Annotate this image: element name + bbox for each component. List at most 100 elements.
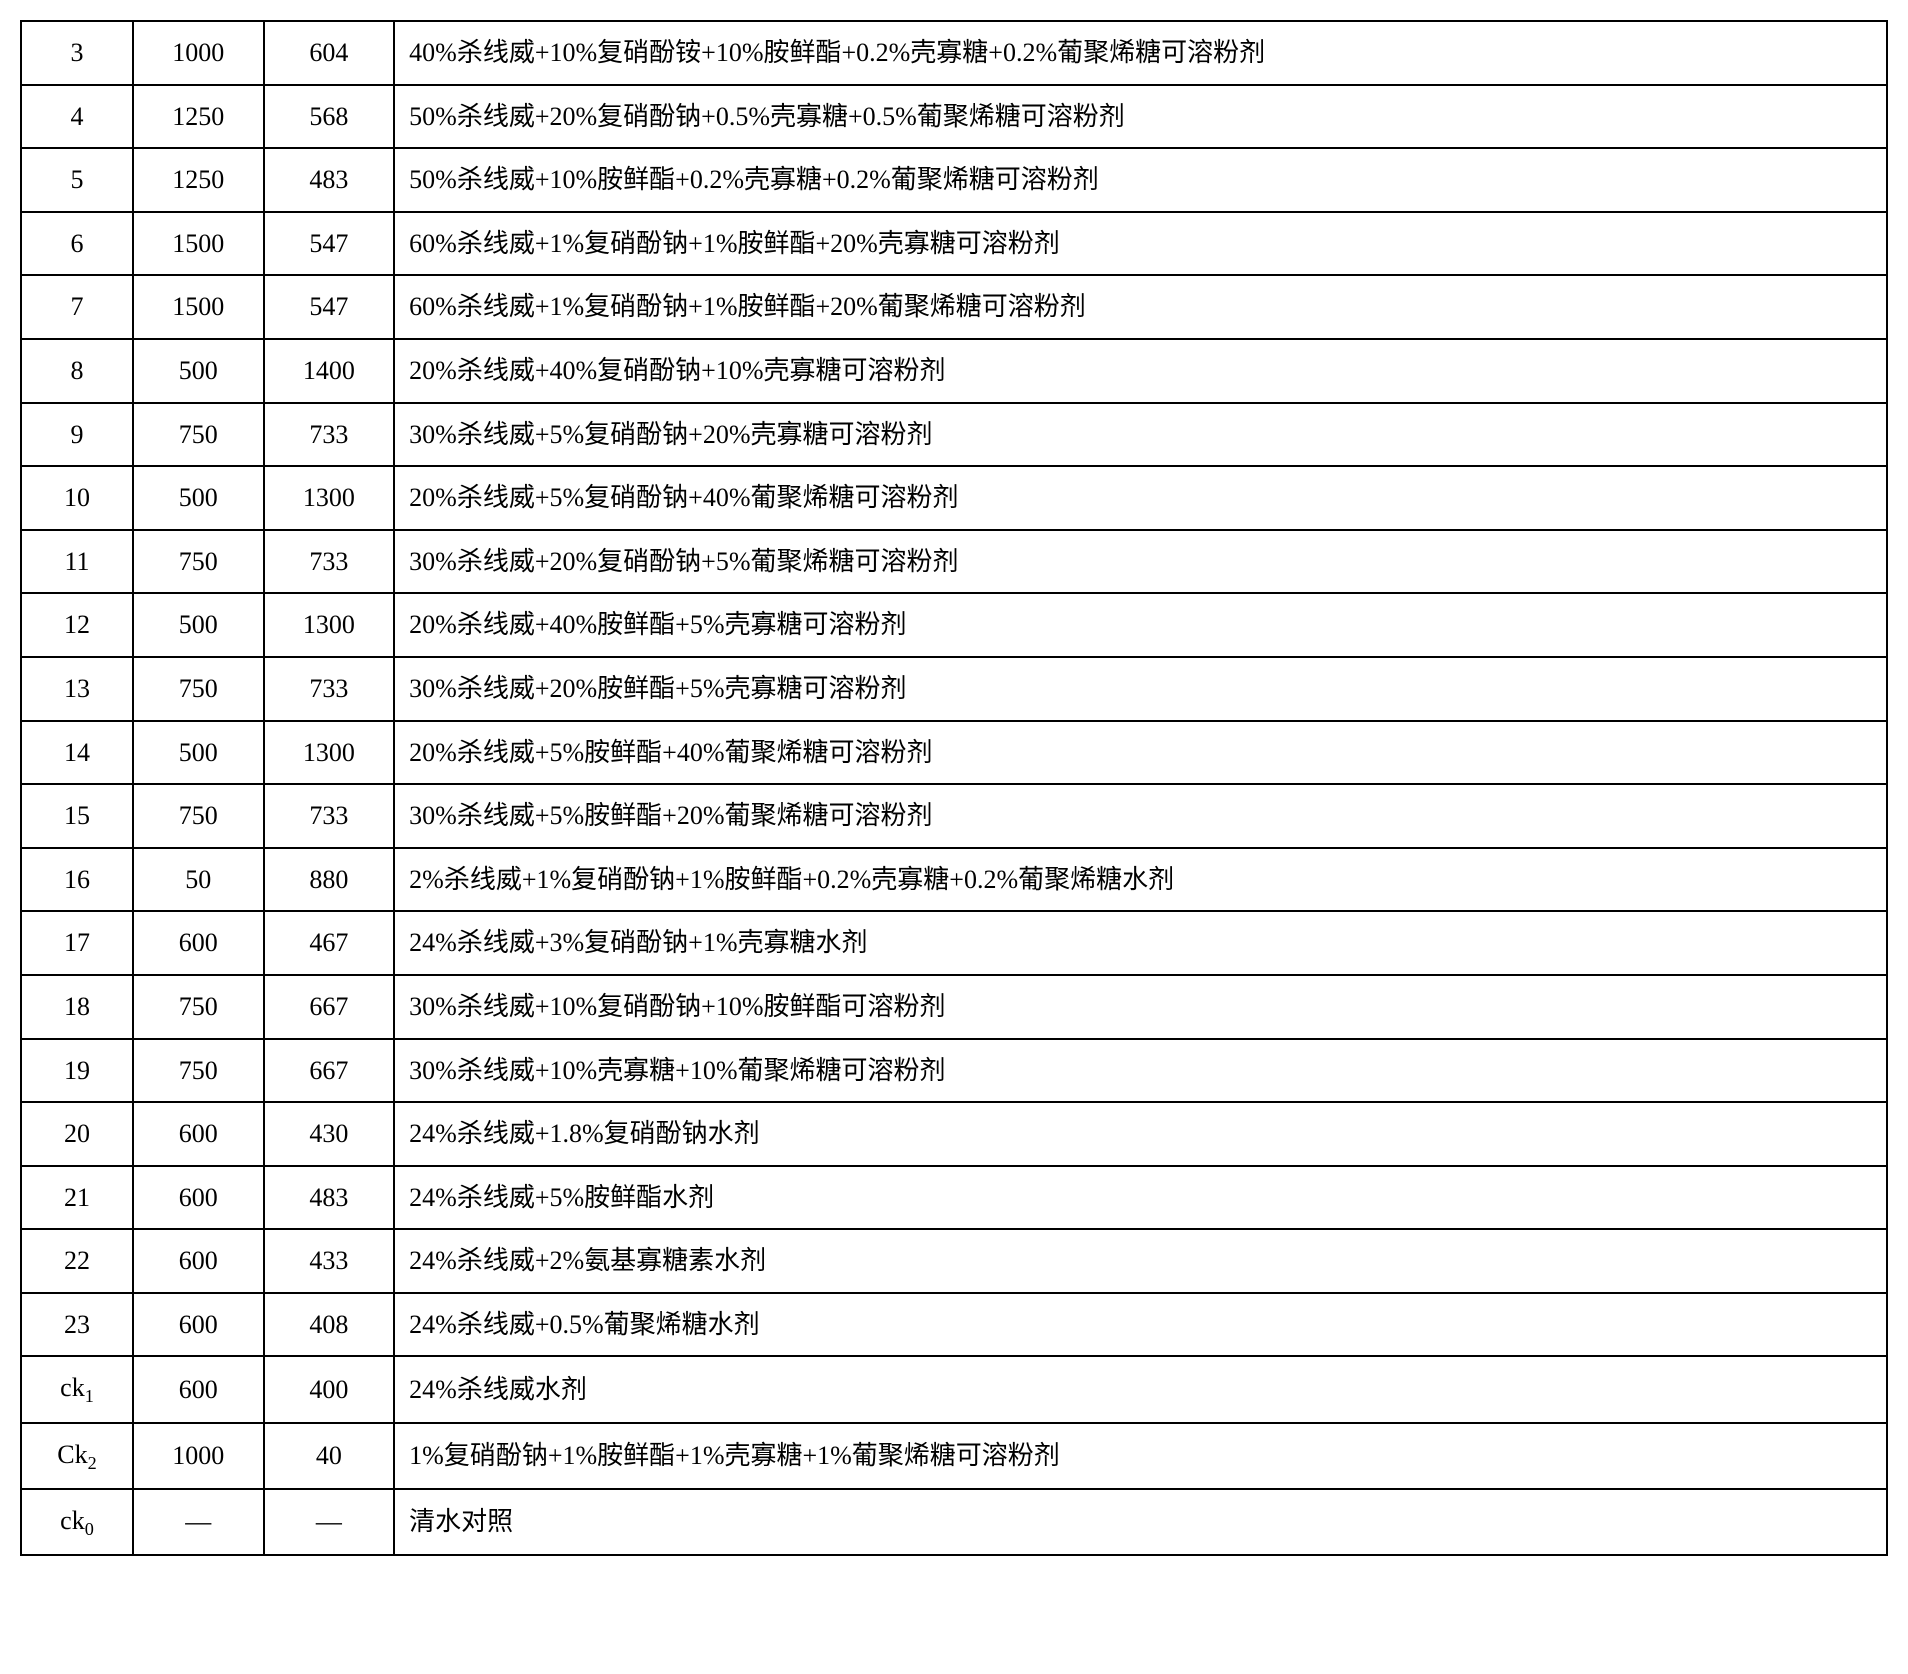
cell-id: 8 (21, 339, 133, 403)
table-row: 2360040824%杀线威+0.5%葡聚烯糖水剂 (21, 1293, 1887, 1357)
cell-value-a: 600 (133, 911, 264, 975)
cell-description: 30%杀线威+10%复硝酚钠+10%胺鲜酯可溶粉剂 (394, 975, 1887, 1039)
table-row: 2260043324%杀线威+2%氨基寡糖素水剂 (21, 1229, 1887, 1293)
table-row: 1760046724%杀线威+3%复硝酚钠+1%壳寡糖水剂 (21, 911, 1887, 975)
cell-value-b: 733 (264, 530, 395, 594)
cell-id: 13 (21, 657, 133, 721)
cell-id: Ck2 (21, 1423, 133, 1489)
table-row: 1575073330%杀线威+5%胺鲜酯+20%葡聚烯糖可溶粉剂 (21, 784, 1887, 848)
cell-value-b: 483 (264, 148, 395, 212)
cell-description: 20%杀线威+40%复硝酚钠+10%壳寡糖可溶粉剂 (394, 339, 1887, 403)
cell-id: 18 (21, 975, 133, 1039)
cell-id: 20 (21, 1102, 133, 1166)
cell-value-a: — (133, 1489, 264, 1555)
cell-id: 4 (21, 85, 133, 149)
cell-id: 23 (21, 1293, 133, 1357)
cell-description: 清水对照 (394, 1489, 1887, 1555)
cell-id: 3 (21, 21, 133, 85)
cell-id: 7 (21, 275, 133, 339)
cell-value-a: 600 (133, 1356, 264, 1422)
table-row: 10500130020%杀线威+5%复硝酚钠+40%葡聚烯糖可溶粉剂 (21, 466, 1887, 530)
cell-value-a: 750 (133, 657, 264, 721)
cell-value-a: 600 (133, 1229, 264, 1293)
cell-value-b: 880 (264, 848, 395, 912)
cell-id: 14 (21, 721, 133, 785)
cell-value-a: 1500 (133, 212, 264, 276)
cell-value-b: 40 (264, 1423, 395, 1489)
cell-value-b: 568 (264, 85, 395, 149)
cell-value-b: 433 (264, 1229, 395, 1293)
cell-value-a: 500 (133, 339, 264, 403)
table-row: Ck21000401%复硝酚钠+1%胺鲜酯+1%壳寡糖+1%葡聚烯糖可溶粉剂 (21, 1423, 1887, 1489)
table-row: 975073330%杀线威+5%复硝酚钠+20%壳寡糖可溶粉剂 (21, 403, 1887, 467)
cell-value-a: 600 (133, 1102, 264, 1166)
cell-value-b: 430 (264, 1102, 395, 1166)
cell-id: 12 (21, 593, 133, 657)
cell-description: 1%复硝酚钠+1%胺鲜酯+1%壳寡糖+1%葡聚烯糖可溶粉剂 (394, 1423, 1887, 1489)
cell-description: 40%杀线威+10%复硝酚铵+10%胺鲜酯+0.2%壳寡糖+0.2%葡聚烯糖可溶… (394, 21, 1887, 85)
table-row: 5125048350%杀线威+10%胺鲜酯+0.2%壳寡糖+0.2%葡聚烯糖可溶… (21, 148, 1887, 212)
cell-value-a: 750 (133, 1039, 264, 1103)
cell-description: 30%杀线威+5%胺鲜酯+20%葡聚烯糖可溶粉剂 (394, 784, 1887, 848)
cell-description: 20%杀线威+40%胺鲜酯+5%壳寡糖可溶粉剂 (394, 593, 1887, 657)
cell-value-b: 1300 (264, 593, 395, 657)
cell-value-b: 1300 (264, 466, 395, 530)
cell-value-a: 750 (133, 784, 264, 848)
cell-description: 20%杀线威+5%复硝酚钠+40%葡聚烯糖可溶粉剂 (394, 466, 1887, 530)
cell-value-a: 600 (133, 1293, 264, 1357)
cell-value-b: 547 (264, 212, 395, 276)
table-row: 1375073330%杀线威+20%胺鲜酯+5%壳寡糖可溶粉剂 (21, 657, 1887, 721)
cell-value-b: 733 (264, 784, 395, 848)
cell-description: 24%杀线威水剂 (394, 1356, 1887, 1422)
table-row: 2060043024%杀线威+1.8%复硝酚钠水剂 (21, 1102, 1887, 1166)
cell-description: 30%杀线威+20%胺鲜酯+5%壳寡糖可溶粉剂 (394, 657, 1887, 721)
cell-value-b: 400 (264, 1356, 395, 1422)
table-row: 8500140020%杀线威+40%复硝酚钠+10%壳寡糖可溶粉剂 (21, 339, 1887, 403)
cell-description: 30%杀线威+20%复硝酚钠+5%葡聚烯糖可溶粉剂 (394, 530, 1887, 594)
cell-value-b: — (264, 1489, 395, 1555)
cell-value-b: 733 (264, 403, 395, 467)
cell-value-b: 604 (264, 21, 395, 85)
cell-description: 60%杀线威+1%复硝酚钠+1%胺鲜酯+20%葡聚烯糖可溶粉剂 (394, 275, 1887, 339)
cell-value-a: 500 (133, 593, 264, 657)
cell-value-b: 483 (264, 1166, 395, 1230)
cell-id: 19 (21, 1039, 133, 1103)
cell-description: 60%杀线威+1%复硝酚钠+1%胺鲜酯+20%壳寡糖可溶粉剂 (394, 212, 1887, 276)
table-body: 3100060440%杀线威+10%复硝酚铵+10%胺鲜酯+0.2%壳寡糖+0.… (21, 21, 1887, 1555)
cell-description: 24%杀线威+1.8%复硝酚钠水剂 (394, 1102, 1887, 1166)
table-row: 14500130020%杀线威+5%胺鲜酯+40%葡聚烯糖可溶粉剂 (21, 721, 1887, 785)
cell-description: 24%杀线威+2%氨基寡糖素水剂 (394, 1229, 1887, 1293)
cell-value-b: 667 (264, 975, 395, 1039)
cell-id: ck0 (21, 1489, 133, 1555)
table-row: 1875066730%杀线威+10%复硝酚钠+10%胺鲜酯可溶粉剂 (21, 975, 1887, 1039)
cell-value-b: 733 (264, 657, 395, 721)
cell-value-a: 750 (133, 530, 264, 594)
cell-value-b: 1400 (264, 339, 395, 403)
cell-description: 50%杀线威+20%复硝酚钠+0.5%壳寡糖+0.5%葡聚烯糖可溶粉剂 (394, 85, 1887, 149)
table-row: 12500130020%杀线威+40%胺鲜酯+5%壳寡糖可溶粉剂 (21, 593, 1887, 657)
table-row: ck0——清水对照 (21, 1489, 1887, 1555)
cell-value-a: 1250 (133, 148, 264, 212)
table-row: 3100060440%杀线威+10%复硝酚铵+10%胺鲜酯+0.2%壳寡糖+0.… (21, 21, 1887, 85)
cell-id: ck1 (21, 1356, 133, 1422)
cell-value-b: 467 (264, 911, 395, 975)
cell-description: 20%杀线威+5%胺鲜酯+40%葡聚烯糖可溶粉剂 (394, 721, 1887, 785)
cell-description: 30%杀线威+5%复硝酚钠+20%壳寡糖可溶粉剂 (394, 403, 1887, 467)
cell-value-b: 1300 (264, 721, 395, 785)
cell-id: 16 (21, 848, 133, 912)
cell-id: 15 (21, 784, 133, 848)
cell-id: 6 (21, 212, 133, 276)
cell-id: 10 (21, 466, 133, 530)
cell-description: 50%杀线威+10%胺鲜酯+0.2%壳寡糖+0.2%葡聚烯糖可溶粉剂 (394, 148, 1887, 212)
cell-description: 24%杀线威+0.5%葡聚烯糖水剂 (394, 1293, 1887, 1357)
table-row: 6150054760%杀线威+1%复硝酚钠+1%胺鲜酯+20%壳寡糖可溶粉剂 (21, 212, 1887, 276)
cell-value-a: 500 (133, 721, 264, 785)
cell-id: 9 (21, 403, 133, 467)
cell-id: 17 (21, 911, 133, 975)
cell-value-a: 50 (133, 848, 264, 912)
table-row: ck160040024%杀线威水剂 (21, 1356, 1887, 1422)
cell-value-a: 750 (133, 975, 264, 1039)
cell-value-b: 547 (264, 275, 395, 339)
cell-value-a: 750 (133, 403, 264, 467)
cell-id: 21 (21, 1166, 133, 1230)
